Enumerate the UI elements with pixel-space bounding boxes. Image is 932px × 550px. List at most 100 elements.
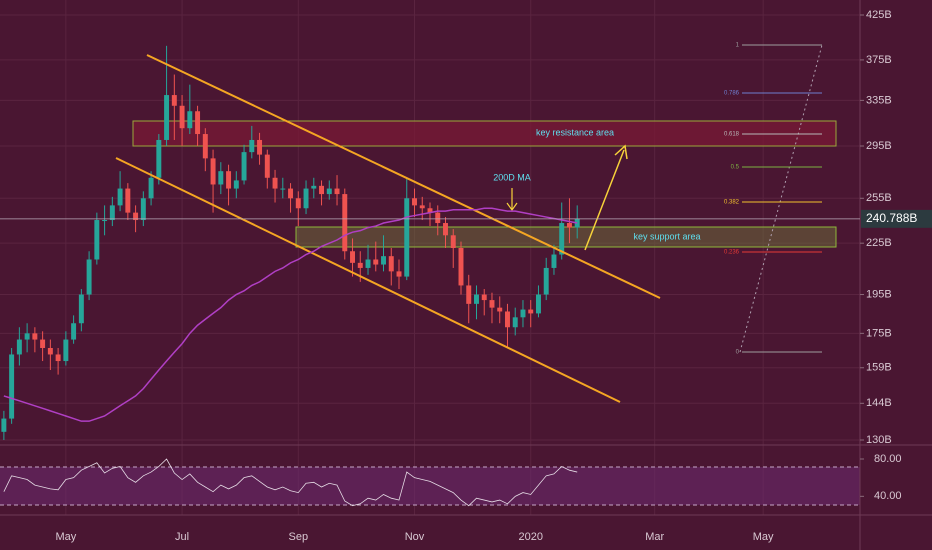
candle-body bbox=[559, 223, 565, 255]
y-tick-label: 375B bbox=[866, 54, 892, 66]
y-tick-label: 159B bbox=[866, 362, 892, 374]
candle-body bbox=[71, 323, 77, 340]
candle-body bbox=[187, 111, 193, 129]
candle-body bbox=[295, 198, 301, 209]
last-price-label: 240.788B bbox=[866, 211, 917, 225]
y-tick-label: 255B bbox=[866, 192, 892, 204]
candle-body bbox=[474, 294, 479, 304]
candle-body bbox=[241, 152, 247, 181]
y-tick-label: 195B bbox=[866, 288, 892, 300]
candle-body bbox=[218, 171, 224, 185]
candle-body bbox=[133, 212, 139, 221]
candle-body bbox=[32, 333, 38, 340]
candle-body bbox=[210, 158, 216, 185]
candle-body bbox=[202, 134, 208, 159]
y-tick-label: 295B bbox=[866, 140, 892, 152]
candle-body bbox=[566, 223, 572, 228]
candle-body bbox=[504, 311, 510, 328]
arrow-head bbox=[506, 202, 518, 212]
candle-body bbox=[319, 185, 325, 195]
x-tick-label: Jul bbox=[175, 531, 189, 543]
candle-body bbox=[334, 188, 340, 195]
candle-body bbox=[109, 205, 115, 221]
candle-body bbox=[94, 220, 100, 260]
candle-body bbox=[179, 105, 185, 129]
y-tick-label: 144B bbox=[866, 397, 892, 409]
candle-body bbox=[47, 347, 53, 355]
candle-body bbox=[396, 271, 402, 277]
candle-body bbox=[311, 185, 317, 189]
candle-body bbox=[63, 339, 69, 362]
rsi-line bbox=[3, 458, 578, 507]
candle-body bbox=[233, 180, 239, 189]
candle-body bbox=[78, 294, 84, 324]
y-tick-label: 175B bbox=[866, 327, 892, 339]
candle-body bbox=[86, 259, 92, 295]
candle-body bbox=[326, 188, 332, 195]
arrow-head bbox=[614, 144, 628, 160]
x-tick-label: 2020 bbox=[518, 531, 542, 543]
candle-body bbox=[357, 262, 363, 268]
candle-body bbox=[412, 198, 417, 206]
annotation: 200D MA bbox=[493, 172, 531, 182]
candles bbox=[1, 45, 580, 440]
candle-body bbox=[574, 218, 580, 228]
fib-label: 0.618 bbox=[724, 132, 740, 138]
candle-body bbox=[520, 309, 526, 318]
candle-body bbox=[16, 339, 22, 355]
fibonacci: 1 0.786 0.618 0.5 0.382 0.236 0 bbox=[724, 43, 823, 356]
last-price-box bbox=[861, 209, 932, 228]
y-tick-label: 130B bbox=[866, 434, 892, 446]
candle-body bbox=[117, 188, 123, 206]
fib-label: 1 bbox=[736, 43, 740, 49]
candle-body bbox=[497, 307, 503, 312]
candle-body bbox=[381, 256, 386, 265]
candle-body bbox=[288, 188, 294, 199]
candle-body bbox=[40, 339, 46, 348]
candle-body bbox=[373, 259, 379, 265]
candle-body bbox=[156, 139, 162, 178]
candle-body bbox=[435, 212, 441, 224]
x-tick-label: Sep bbox=[288, 531, 308, 543]
y-tick-label: 425B bbox=[866, 9, 892, 21]
y-tick-label: 335B bbox=[866, 94, 892, 106]
x-tick-label: May bbox=[753, 531, 774, 543]
candle-body bbox=[249, 139, 255, 153]
candle-body bbox=[443, 223, 448, 236]
candle-body bbox=[450, 235, 456, 248]
rsi-tick-label: 40.00 bbox=[874, 490, 902, 502]
candle-body bbox=[140, 198, 146, 221]
candle-body bbox=[272, 177, 278, 189]
candle-body bbox=[512, 317, 518, 328]
candle-body bbox=[388, 256, 394, 272]
candle-body bbox=[171, 95, 177, 106]
candle-body bbox=[24, 333, 30, 340]
candle-body bbox=[528, 309, 534, 314]
candle-body bbox=[404, 198, 410, 277]
candle-body bbox=[489, 300, 495, 308]
fib-label: 0 bbox=[736, 350, 740, 356]
candle-body bbox=[551, 254, 557, 268]
rsi-band bbox=[0, 467, 860, 505]
annotation: key support area bbox=[633, 231, 700, 241]
projection-arrow bbox=[584, 149, 625, 251]
candle-body bbox=[1, 418, 7, 432]
candle-body bbox=[350, 251, 356, 263]
channel-lower bbox=[115, 157, 621, 403]
candle-body bbox=[226, 171, 232, 189]
candle-body bbox=[102, 220, 108, 222]
candle-body bbox=[195, 111, 201, 135]
x-tick-label: Nov bbox=[405, 531, 425, 543]
y-tick-label: 225B bbox=[866, 237, 892, 249]
candle-body bbox=[280, 188, 286, 190]
x-tick-label: May bbox=[55, 531, 76, 543]
fib-label: 0.382 bbox=[724, 200, 740, 206]
candle-body bbox=[419, 205, 425, 209]
fib-label: 0.786 bbox=[724, 91, 740, 97]
support-zone bbox=[295, 226, 837, 248]
candle-body bbox=[125, 188, 131, 213]
candle-body bbox=[543, 267, 549, 295]
candle-body bbox=[264, 154, 270, 178]
